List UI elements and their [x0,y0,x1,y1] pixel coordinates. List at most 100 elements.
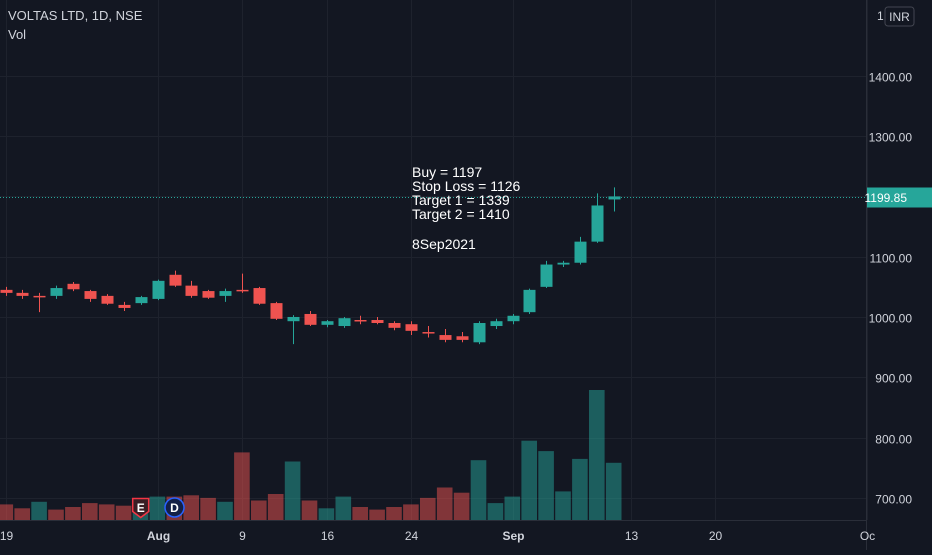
volume-bar [505,497,521,520]
time-tick-label: 19 [0,529,13,543]
candle-body [254,288,266,304]
candle [153,280,165,300]
candle-body [1,290,13,293]
annotation-line-target-2: Target 2 = 1410 [412,206,510,222]
volume-bar [454,493,470,520]
volume-bar [538,451,554,520]
volume-bar [183,495,199,520]
candle-body [524,290,536,312]
volume-bar [352,507,368,520]
volume-bar [369,510,385,520]
currency-badge-label: INR [889,10,910,24]
volume-bar [234,452,250,520]
candle-body [102,296,114,304]
volume-bar [48,510,64,520]
event-marker-letter: E [137,501,145,515]
candle-body [288,317,300,321]
candle [524,289,536,314]
candle-body [440,335,452,340]
volume-bar [31,502,47,520]
volume-bar [420,498,436,520]
volume-bar [14,508,30,520]
volume-bar [200,498,216,520]
price-tick-label: 1000.00 [869,312,913,326]
time-tick-label: Sep [502,529,524,543]
volume-bar [150,497,166,520]
volume-bar [437,488,453,521]
price-tick-label: 1400.00 [869,71,913,85]
volume-label: Vol [8,27,26,42]
volume-bar [65,507,81,520]
event-marker-letter: D [170,501,179,515]
candle-body [575,242,587,263]
last-price-label: 1199.85 [865,191,908,205]
candle-body [508,316,520,321]
candle-body [153,281,165,299]
price-tick-label: 900.00 [875,372,912,386]
time-tick-label: 13 [625,529,639,543]
time-tick-label: 16 [321,529,335,543]
volume-bar [319,508,335,520]
price-tick-label: 700.00 [875,493,912,507]
volume-bar [268,494,284,520]
candle-body [491,321,503,326]
price-tick-label: 1300.00 [869,131,913,145]
candle-body [85,291,97,299]
volume-bar [555,491,571,520]
candle-body [51,288,63,296]
dividend-marker[interactable]: D [165,498,184,517]
candle-body [220,291,232,296]
candle-body [423,332,435,334]
candle-body [271,303,283,319]
candle-body [406,324,418,331]
volume-bar [251,501,267,521]
volume-bar [217,502,233,520]
volume-bar [99,504,115,520]
candle-body [68,284,80,289]
volume-bar [0,504,13,520]
volume-bar [285,462,301,521]
candle-body [457,336,469,340]
candle-body [355,320,367,322]
candle-body [237,290,249,292]
candle [254,287,266,305]
volume-bar [403,504,419,520]
candle-body [558,263,570,265]
candle-body [339,318,351,326]
candle-body [136,297,148,303]
price-tick-label: 1100.00 [870,252,913,266]
candle-body [389,323,401,328]
candle-body [17,293,29,296]
time-tick-label: 20 [709,529,723,543]
volume-bar [589,390,605,520]
volume-bar [572,459,588,520]
annotation-line-date: 8Sep2021 [412,236,476,252]
candle [474,321,486,344]
currency-badge-prefix: 1 [877,9,884,23]
price-tick-label: 800.00 [875,433,912,447]
time-tick-label: Aug [147,529,170,543]
candle-body [203,291,215,298]
volume-bar [302,501,318,521]
candle-body [119,305,131,308]
candle-body [541,265,553,287]
candle-body [305,314,317,325]
time-tick-label: 9 [239,529,246,543]
volume-bar [82,503,98,520]
candle-body [474,323,486,342]
candle-body [186,286,198,296]
volume-bar [116,506,132,520]
volume-bar [386,507,402,520]
symbol-title: VOLTAS LTD, 1D, NSE [8,8,143,23]
volume-bar [488,503,504,520]
candle-body [34,296,46,298]
time-tick-label: 24 [405,529,419,543]
candle [541,261,553,288]
candle [203,290,215,299]
candle-body [322,321,334,325]
volume-bar [606,463,622,520]
volume-bar [336,497,352,520]
time-tick-label: Oc [860,529,875,543]
